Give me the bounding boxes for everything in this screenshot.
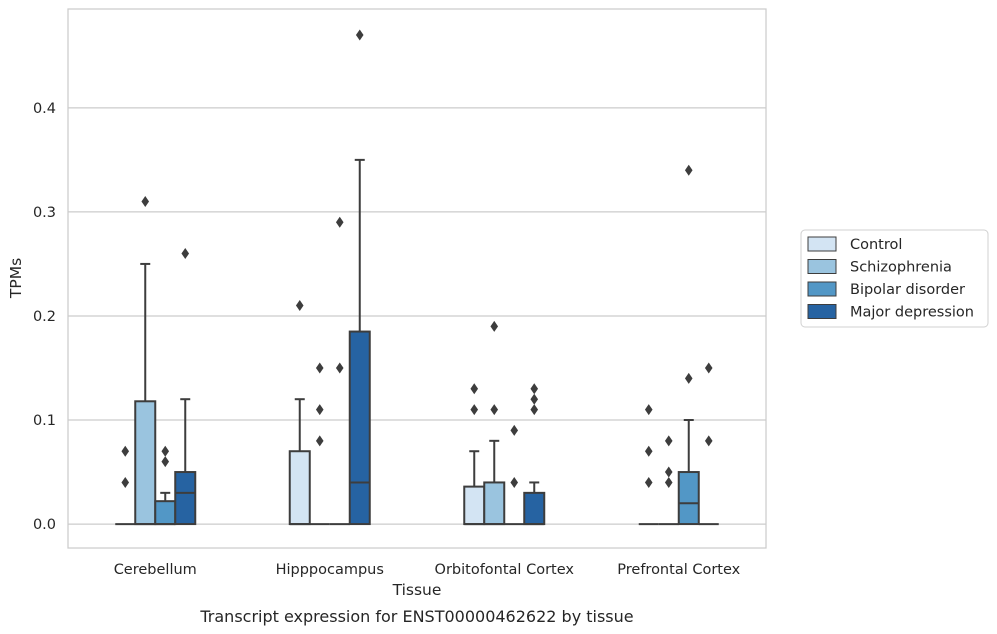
x-tick-label: Orbitofontal Cortex — [435, 562, 575, 578]
y-tick-label: 0.0 — [33, 517, 56, 533]
outlier-point — [181, 248, 190, 260]
outlier-point — [490, 404, 499, 416]
outlier-point — [664, 476, 673, 488]
box-control-orbitofontal-cortex — [463, 383, 486, 526]
plot-frame — [67, 8, 767, 549]
box-bipolar-disorder-orbitofontal-cortex — [504, 424, 525, 526]
outlier-point — [121, 476, 130, 488]
outlier-point — [530, 404, 539, 416]
outlier-point — [644, 445, 653, 457]
outlier-point — [161, 456, 170, 468]
legend-item: Schizophrenia — [807, 259, 952, 276]
box-body — [523, 491, 546, 526]
box-bipolar-disorder-hipppocampus — [329, 216, 350, 526]
outlier-point — [510, 424, 519, 436]
box-body — [677, 471, 700, 526]
outlier-point — [704, 362, 713, 374]
outlier-point — [315, 404, 324, 416]
box-bipolar-disorder-prefrontal-cortex — [677, 164, 700, 526]
outlier-point — [335, 362, 344, 374]
box-body — [174, 471, 197, 526]
outlier-point — [644, 404, 653, 416]
box-major-depression-hipppocampus — [348, 29, 371, 526]
legend: Control Schizophrenia Bipolar disorder Majo… — [800, 229, 989, 328]
box-control-cerebellum — [115, 445, 136, 526]
legend-label: Control — [850, 237, 902, 253]
outlier-point — [664, 435, 673, 447]
outlier-point — [355, 29, 364, 41]
y-tick-label: 0.4 — [33, 101, 56, 117]
box-schizophrenia-prefrontal-cortex — [658, 435, 679, 526]
outlier-point — [664, 466, 673, 478]
legend-label: Bipolar disorder — [850, 282, 965, 298]
box-schizophrenia-cerebellum — [134, 196, 157, 526]
outlier-point — [684, 372, 693, 384]
box-control-hipppocampus — [288, 300, 311, 526]
box-body — [483, 481, 506, 526]
legend-swatch — [807, 259, 837, 274]
gridlines — [68, 107, 766, 525]
outlier-point — [530, 393, 539, 405]
box-body — [348, 330, 371, 526]
legend-frame — [800, 229, 989, 328]
legend-swatch — [807, 304, 837, 319]
box-schizophrenia-orbitofontal-cortex — [483, 320, 506, 526]
box-schizophrenia-hipppocampus — [309, 362, 330, 526]
outlier-point — [684, 164, 693, 176]
y-tick-label: 0.2 — [33, 309, 56, 325]
outlier-point — [470, 383, 479, 395]
outlier-point — [470, 404, 479, 416]
legend-label: Schizophrenia — [850, 260, 952, 276]
box-body — [288, 450, 311, 526]
box-plots — [115, 29, 719, 526]
x-tick-label: Prefrontal Cortex — [617, 562, 740, 578]
outlier-point — [335, 216, 344, 228]
y-axis-label: TPMs — [7, 258, 25, 299]
box-major-depression-cerebellum — [174, 248, 197, 526]
outlier-point — [704, 435, 713, 447]
outlier-point — [121, 445, 130, 457]
legend-label: Major depression — [850, 305, 974, 321]
x-tick-labels: Cerebellum Hipppocampus Orbitofontal Corte… — [114, 562, 741, 578]
outlier-point — [490, 320, 499, 332]
outlier-point — [644, 476, 653, 488]
box-major-depression-prefrontal-cortex — [698, 362, 719, 526]
y-tick-label: 0.1 — [33, 413, 56, 429]
box-body — [154, 500, 177, 526]
legend-swatch — [807, 281, 837, 297]
y-tick-label: 0.3 — [33, 205, 56, 221]
legend-item: Bipolar disorder — [807, 281, 965, 298]
outlier-point — [315, 435, 324, 447]
x-tick-label: Hipppocampus — [276, 562, 384, 578]
figure-caption: Transcript expression for ENST0000046262… — [199, 607, 633, 626]
outlier-point — [295, 300, 304, 312]
box-body — [134, 400, 157, 526]
legend-swatch — [807, 236, 837, 252]
x-axis-label: Tissue — [392, 581, 442, 599]
box-control-prefrontal-cortex — [638, 404, 659, 526]
box-bipolar-disorder-cerebellum — [154, 445, 177, 526]
box-major-depression-orbitofontal-cortex — [523, 383, 546, 526]
outlier-point — [161, 445, 170, 457]
outlier-point — [530, 383, 539, 395]
legend-item: Control — [807, 236, 902, 253]
outlier-point — [510, 476, 519, 488]
x-tick-label: Cerebellum — [114, 562, 197, 578]
outlier-point — [315, 362, 324, 374]
legend-item: Major depression — [807, 304, 974, 321]
box-body — [463, 485, 486, 526]
outlier-point — [141, 196, 150, 207]
y-tick-labels: 0.0 0.1 0.2 0.3 0.4 — [33, 101, 56, 533]
